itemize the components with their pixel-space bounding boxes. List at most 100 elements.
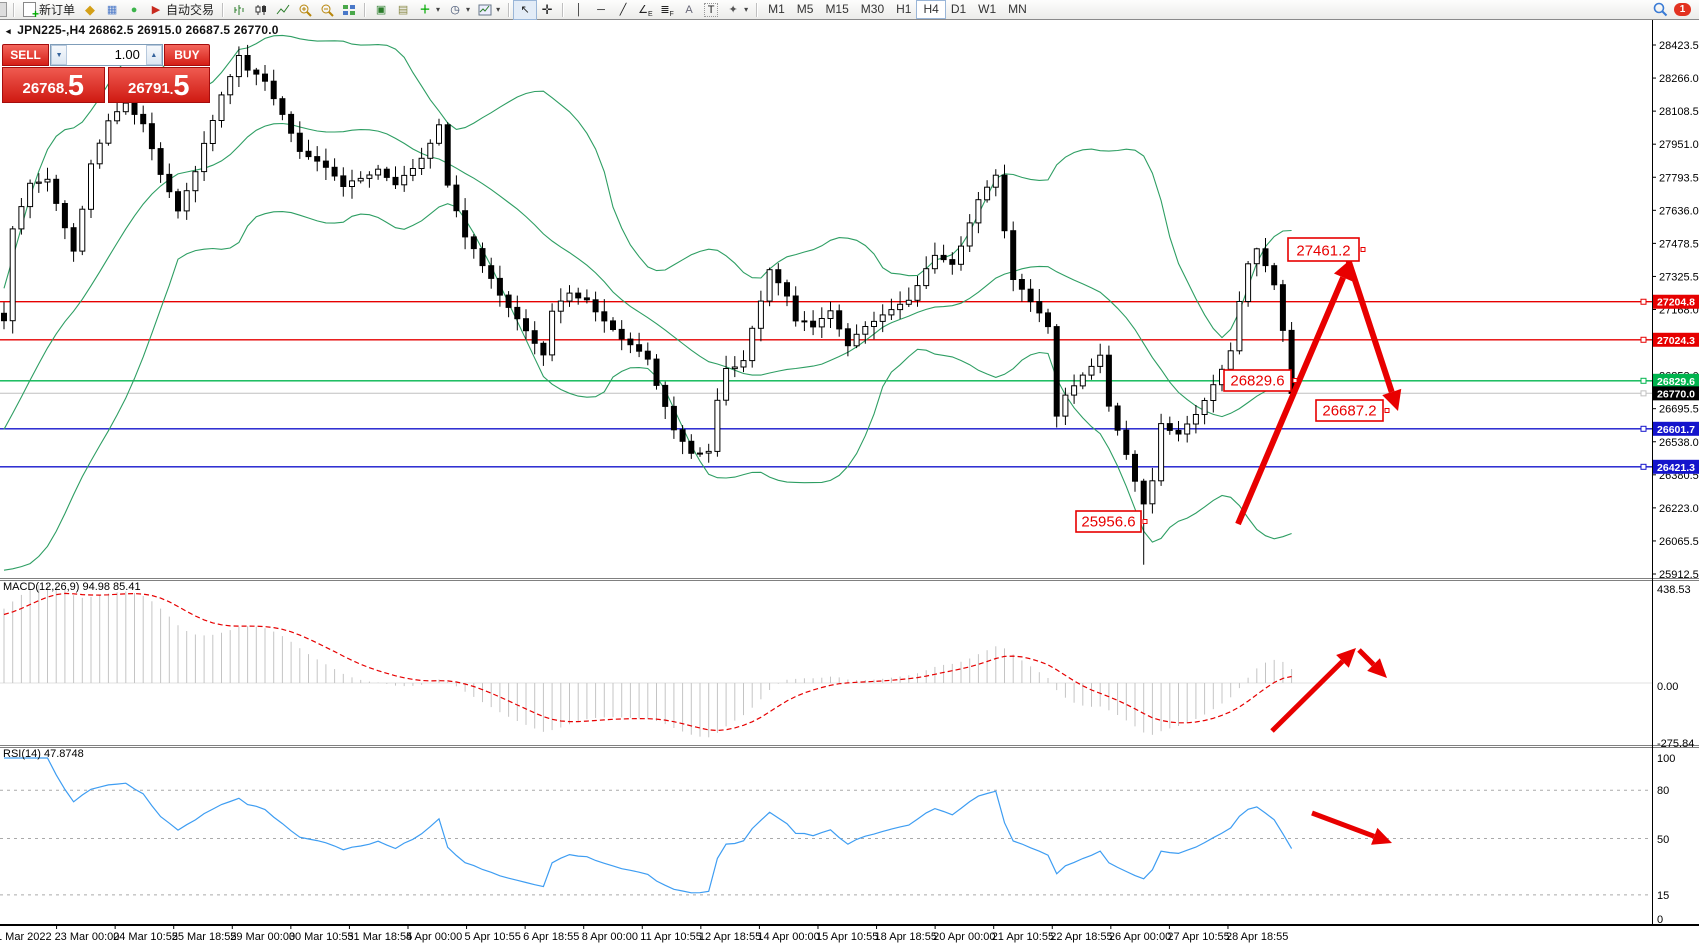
signals-button[interactable]: ● (123, 1, 145, 19)
templates-button[interactable]: ▾ (474, 1, 504, 19)
fibonacci-button[interactable]: ≣F (656, 1, 678, 19)
svg-text:4 Apr 00:00: 4 Apr 00:00 (406, 931, 462, 943)
notification-badge[interactable]: 1 (1674, 3, 1691, 16)
sell-price-button[interactable]: 26768. 5 (2, 67, 105, 103)
profiles-button[interactable]: ▤ (392, 1, 414, 19)
chart-profile-button[interactable]: ◆ (79, 1, 101, 19)
candles (1, 44, 1295, 565)
price-down-arrow[interactable] (1345, 258, 1402, 411)
tile-windows-button[interactable] (338, 1, 360, 19)
profiles-icon: ▤ (397, 3, 409, 16)
svg-text:27478.5: 27478.5 (1659, 238, 1699, 250)
new-order-button[interactable]: 新订单 (19, 1, 79, 21)
zoom-out-button[interactable] (316, 1, 338, 19)
svg-text:15 Apr 10:55: 15 Apr 10:55 (816, 931, 878, 943)
text-button[interactable]: A (678, 1, 700, 19)
periods-button[interactable]: ◷ ▾ (444, 1, 474, 19)
svg-text:15: 15 (1657, 890, 1669, 902)
price-tag (1653, 386, 1699, 401)
template-icon (478, 4, 492, 15)
zoom-in-button[interactable] (294, 1, 316, 19)
sell-button[interactable]: SELL (2, 44, 50, 66)
svg-text:27325.5: 27325.5 (1659, 271, 1699, 283)
line-chart-button[interactable] (272, 1, 294, 19)
arrows-button[interactable]: ✦ ▾ (722, 1, 752, 19)
search-icon[interactable] (1653, 2, 1668, 17)
market-watch-button[interactable]: ▦ (101, 1, 123, 19)
sell-price: 26768 (22, 80, 65, 97)
svg-text:27461.2: 27461.2 (1296, 243, 1350, 260)
timeframe-m15[interactable]: M15 (825, 2, 849, 16)
rsi-down-arrow[interactable] (1311, 810, 1392, 845)
new-chart-button[interactable]: ▣ (370, 1, 392, 19)
bollinger-bands (3, 34, 1292, 571)
volume-input[interactable]: 1.00 (114, 47, 140, 62)
sell-price-fraction: 5 (67, 70, 84, 102)
svg-text:11 Apr 10:55: 11 Apr 10:55 (640, 931, 702, 943)
trendline-button[interactable]: ╱ (612, 1, 634, 19)
horizontal-line-button[interactable]: ─ (590, 1, 612, 19)
volume-increase-button[interactable]: ▲ (145, 45, 162, 65)
candlestick-chart-button[interactable] (250, 1, 272, 19)
pane-frame (0, 18, 1699, 926)
annotation-label[interactable]: 26687.2 (1315, 399, 1390, 422)
annotation-label[interactable]: 26829.6 (1223, 369, 1298, 392)
vertical-line-button[interactable]: │ (568, 1, 590, 19)
svg-text:8 Apr 00:00: 8 Apr 00:00 (582, 931, 638, 943)
annotation-label[interactable]: 25956.6 (1075, 510, 1148, 533)
buy-button[interactable]: BUY (163, 44, 210, 66)
price-tag (1653, 421, 1699, 436)
clipped-icon (0, 2, 7, 17)
bar-chart-icon (234, 4, 244, 15)
annotations: 27461.2 26829.6 26687.2 25956.6 (1075, 237, 1402, 845)
timeframe-mn[interactable]: MN (1008, 2, 1027, 16)
svg-text:50: 50 (1657, 834, 1669, 846)
timeframe-d1[interactable]: D1 (950, 2, 967, 16)
quote-low: 26687.5 (185, 23, 231, 37)
timeframe-m30[interactable]: M30 (860, 2, 885, 16)
channel-button[interactable]: ∠E (634, 1, 656, 19)
annotation-label[interactable]: 27461.2 (1287, 237, 1366, 262)
svg-text:26538.0: 26538.0 (1659, 437, 1699, 449)
toolbar-separator (756, 2, 759, 17)
svg-text:14 Apr 00:00: 14 Apr 00:00 (757, 931, 819, 943)
cursor-button[interactable]: ↖ (513, 0, 538, 20)
svg-text:0: 0 (1657, 914, 1663, 926)
timeframe-w1[interactable]: W1 (978, 2, 997, 16)
text-label-icon: T (704, 2, 719, 17)
svg-text:26829.6: 26829.6 (1657, 376, 1695, 388)
caret-down-icon: ▾ (466, 5, 471, 14)
macd-label: MACD(12,26,9) 94.98 85.41 (3, 581, 141, 593)
line-chart-icon (276, 4, 290, 14)
vertical-line-icon: │ (575, 3, 583, 16)
bar-chart-button[interactable] (228, 1, 250, 19)
macd-up-arrow[interactable] (1270, 648, 1356, 733)
buy-price-button[interactable]: 26791. 5 (107, 67, 210, 103)
macd-down-arrow[interactable] (1357, 648, 1387, 678)
fibonacci-icon: ≣F (660, 3, 674, 18)
volume-decrease-button[interactable]: ▼ (51, 45, 68, 65)
cursor-icon: ↖ (520, 3, 530, 16)
svg-text:25 Mar 18:55: 25 Mar 18:55 (172, 931, 237, 943)
toolbar-separator (222, 2, 225, 17)
price-tag (1653, 332, 1699, 347)
svg-text:26687.2: 26687.2 (1322, 403, 1376, 420)
timeframe-m1[interactable]: M1 (768, 2, 785, 16)
crosshair-button[interactable]: ✛ (536, 1, 558, 19)
buy-price-dot: . (169, 82, 174, 97)
svg-text:28423.5: 28423.5 (1659, 40, 1699, 52)
timeframe-h1[interactable]: H1 (896, 2, 912, 16)
autotrading-button[interactable]: ▶ 自动交易 (145, 1, 218, 19)
macd-pane (0, 582, 1652, 738)
svg-text:26770.0: 26770.0 (1657, 388, 1695, 400)
text-label-button[interactable]: T (700, 1, 722, 19)
pointer-icon: ◂ (6, 26, 11, 36)
macd-axis: 438.53 0.00 -275.84 MACD(12,26,9) 94.98 85.… (3, 581, 1694, 750)
buy-price: 26791 (128, 80, 170, 97)
timeframe-m5[interactable]: M5 (796, 2, 814, 16)
timeframe-h4[interactable]: H4 (916, 0, 946, 19)
svg-text:6 Apr 18:55: 6 Apr 18:55 (523, 931, 579, 943)
indicators-button[interactable]: ＋ ▾ (414, 1, 444, 19)
